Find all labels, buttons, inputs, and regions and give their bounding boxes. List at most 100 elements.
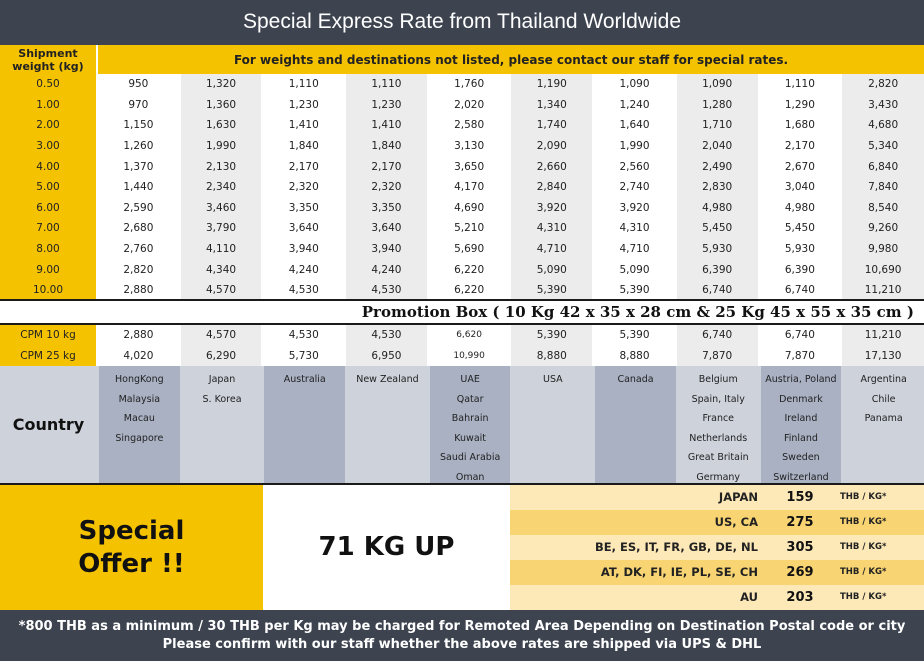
country-column: Belgium Spain, Italy France Netherlands Grea… xyxy=(678,366,759,483)
cpm-rate-cell: 4,530 xyxy=(261,325,346,346)
rate-cell: 10,690 xyxy=(840,259,924,280)
rate-cell: 3,460 xyxy=(178,197,263,219)
rate-cell: 5,930 xyxy=(674,238,759,260)
country-name: Switzerland xyxy=(773,471,829,483)
rate-row: 1.00 970 1,360 1,230 1,230 2,020 1,340 1,240 1,2… xyxy=(0,94,924,116)
rate-cell: 2,670 xyxy=(757,156,842,177)
offer-destination: JAPAN xyxy=(718,490,758,504)
cpm-rate-cell: 7,870 xyxy=(757,345,842,367)
rate-cell: 1,290 xyxy=(757,94,842,116)
rate-cell: 1,680 xyxy=(757,115,842,136)
rate-cell: 1,320 xyxy=(178,74,263,95)
rate-cell: 3,920 xyxy=(592,197,676,219)
country-name: Canada xyxy=(617,374,654,385)
rate-cell: 1,110 xyxy=(261,74,346,95)
offer-price: 203 xyxy=(786,590,814,605)
country-name: Australia xyxy=(283,374,326,385)
country-column: Japan S. Korea xyxy=(182,366,263,483)
rate-cell: 1,840 xyxy=(344,135,428,157)
weight-cell: 5.00 xyxy=(0,176,97,198)
rate-cell: 1,360 xyxy=(178,94,263,116)
rate-cell: 4,170 xyxy=(426,176,511,198)
rate-cell: 2,170 xyxy=(261,156,346,177)
cpm-rate-cell: 5,390 xyxy=(592,325,676,346)
rate-cell: 4,110 xyxy=(178,238,263,260)
cpm-rate-cell: 8,880 xyxy=(592,345,676,367)
rate-cell: 3,940 xyxy=(261,238,346,260)
rate-cell: 4,240 xyxy=(261,259,346,280)
rate-cell: 3,640 xyxy=(261,218,346,239)
country-column: Canada xyxy=(595,366,676,483)
rate-cell: 3,430 xyxy=(840,94,924,116)
country-name: Chile xyxy=(871,393,896,405)
country-column: UAE Qatar Bahrain Kuwait Saudi Arabia Oman xyxy=(429,366,511,483)
rate-cell: 5,210 xyxy=(426,218,511,239)
rate-cell: 1,990 xyxy=(592,135,676,157)
cpm-rate-cell: 6,290 xyxy=(178,345,263,367)
offer-destination: US, CA xyxy=(714,515,758,529)
country-name: Austria, Poland xyxy=(765,374,837,385)
rate-cell: 6,390 xyxy=(757,259,842,280)
country-name: Singapore xyxy=(115,432,164,444)
offer-price: 159 xyxy=(786,490,814,505)
offer-rate-row: US, CA 275 THB / KG* xyxy=(510,510,924,535)
rate-cell: 5,450 xyxy=(757,218,842,239)
rate-cell: 5,090 xyxy=(592,259,676,280)
country-name: Belgium xyxy=(698,374,738,385)
cpm-rate-cell: 6,950 xyxy=(344,345,428,367)
rate-cell: 6,220 xyxy=(426,279,511,301)
rate-cell: 2,580 xyxy=(426,115,511,136)
country-column: Argentina Chile Panama xyxy=(843,366,924,483)
country-label: Country xyxy=(12,415,85,434)
rate-cell: 2,090 xyxy=(509,135,594,157)
country-name: Qatar xyxy=(456,393,484,405)
cpm-rate-cell: 6,620 xyxy=(426,325,511,346)
footer-notes: *800 THB as a minimum / 30 THB per Kg ma… xyxy=(0,610,924,661)
offer-unit: THB / KG* xyxy=(840,592,887,602)
table-header-row: Shipment weight (kg) For weights and des… xyxy=(0,45,924,74)
rate-cell: 1,410 xyxy=(261,115,346,136)
rate-cell: 1,840 xyxy=(261,135,346,157)
rate-cell: 5,690 xyxy=(426,238,511,260)
country-column: Australia xyxy=(264,366,346,483)
weight-cell: 7.00 xyxy=(0,218,97,239)
cpm-rate-cell: 5,390 xyxy=(509,325,594,346)
cpm-rate-cell: 6,740 xyxy=(757,325,842,346)
rate-cell: 970 xyxy=(96,94,180,116)
offer-unit: THB / KG* xyxy=(840,567,887,577)
rate-cell: 1,110 xyxy=(344,74,428,95)
promotion-box-banner: Promotion Box ( 10 Kg 42 x 35 x 28 cm & … xyxy=(0,299,924,325)
offer-rate-row: AU 203 THB / KG* xyxy=(510,585,924,610)
country-name: Saudi Arabia xyxy=(440,452,501,463)
weight-cell: 10.00 xyxy=(0,279,97,301)
rate-cell: 3,940 xyxy=(344,238,428,260)
weight-cell: 0.50 xyxy=(0,74,97,95)
rate-cell: 4,710 xyxy=(592,238,676,260)
rate-cell: 1,230 xyxy=(344,94,428,116)
weight-cell: 6.00 xyxy=(0,197,97,219)
rate-cell: 9,260 xyxy=(840,218,924,239)
offer-unit: THB / KG* xyxy=(840,517,887,527)
country-name: Bahrain xyxy=(451,413,489,424)
cpm-rate-cell: 7,870 xyxy=(674,345,759,367)
rate-cell: 2,680 xyxy=(96,218,180,239)
cpm-rate-cell: 4,570 xyxy=(178,325,263,346)
rate-cell: 1,410 xyxy=(344,115,428,136)
rate-cell: 3,640 xyxy=(344,218,428,239)
country-name: Sweden xyxy=(782,452,820,463)
weight-cell: 2.00 xyxy=(0,115,97,136)
rate-cell: 2,040 xyxy=(674,135,759,157)
rate-cell: 2,340 xyxy=(178,176,263,198)
country-name: Japan xyxy=(208,374,236,385)
rate-cell: 5,930 xyxy=(757,238,842,260)
offer-destination: AU xyxy=(740,590,758,604)
rate-cell: 5,340 xyxy=(840,135,924,157)
rate-cell: 950 xyxy=(96,74,180,95)
offer-rate-row: AT, DK, FI, IE, PL, SE, CH 269 THB / KG* xyxy=(510,560,924,585)
rate-cell: 1,630 xyxy=(178,115,263,136)
rate-cell: 1,440 xyxy=(96,176,180,198)
rate-cell: 3,350 xyxy=(261,197,346,219)
rate-cell: 2,130 xyxy=(178,156,263,177)
rate-row: 3.00 1,260 1,990 1,840 1,840 3,130 2,090 1,990 2… xyxy=(0,135,924,157)
cpm-rate-cell: 4,530 xyxy=(344,325,428,346)
